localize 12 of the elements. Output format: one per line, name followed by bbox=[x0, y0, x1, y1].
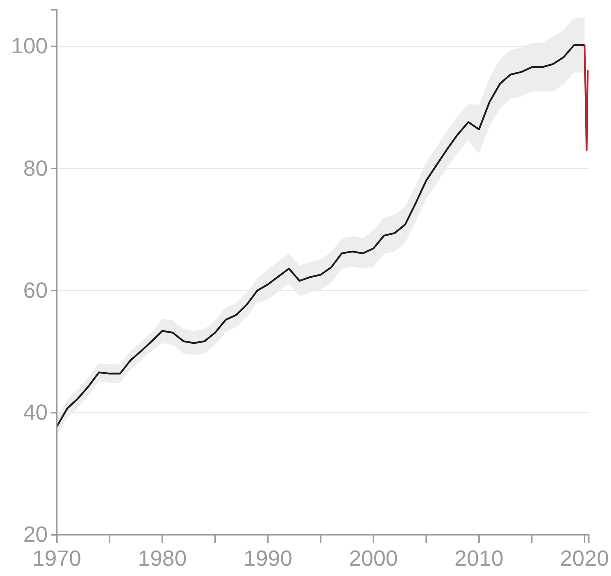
y-tick-label: 60 bbox=[24, 278, 48, 303]
y-tick-label: 20 bbox=[24, 522, 48, 548]
x-tick-label: 2010 bbox=[454, 546, 504, 571]
x-tick-label: 1990 bbox=[244, 546, 293, 571]
y-tick-label: 100 bbox=[11, 34, 48, 59]
x-tick-label: 1970 bbox=[32, 546, 82, 571]
x-tick-label: 1980 bbox=[138, 546, 188, 571]
y-tick-label: 40 bbox=[24, 400, 48, 425]
line-series bbox=[584, 44, 589, 152]
x-tick-label: 2020 bbox=[560, 546, 610, 571]
x-tick-label: 2000 bbox=[349, 546, 398, 571]
y-tick-label: 80 bbox=[24, 156, 48, 181]
